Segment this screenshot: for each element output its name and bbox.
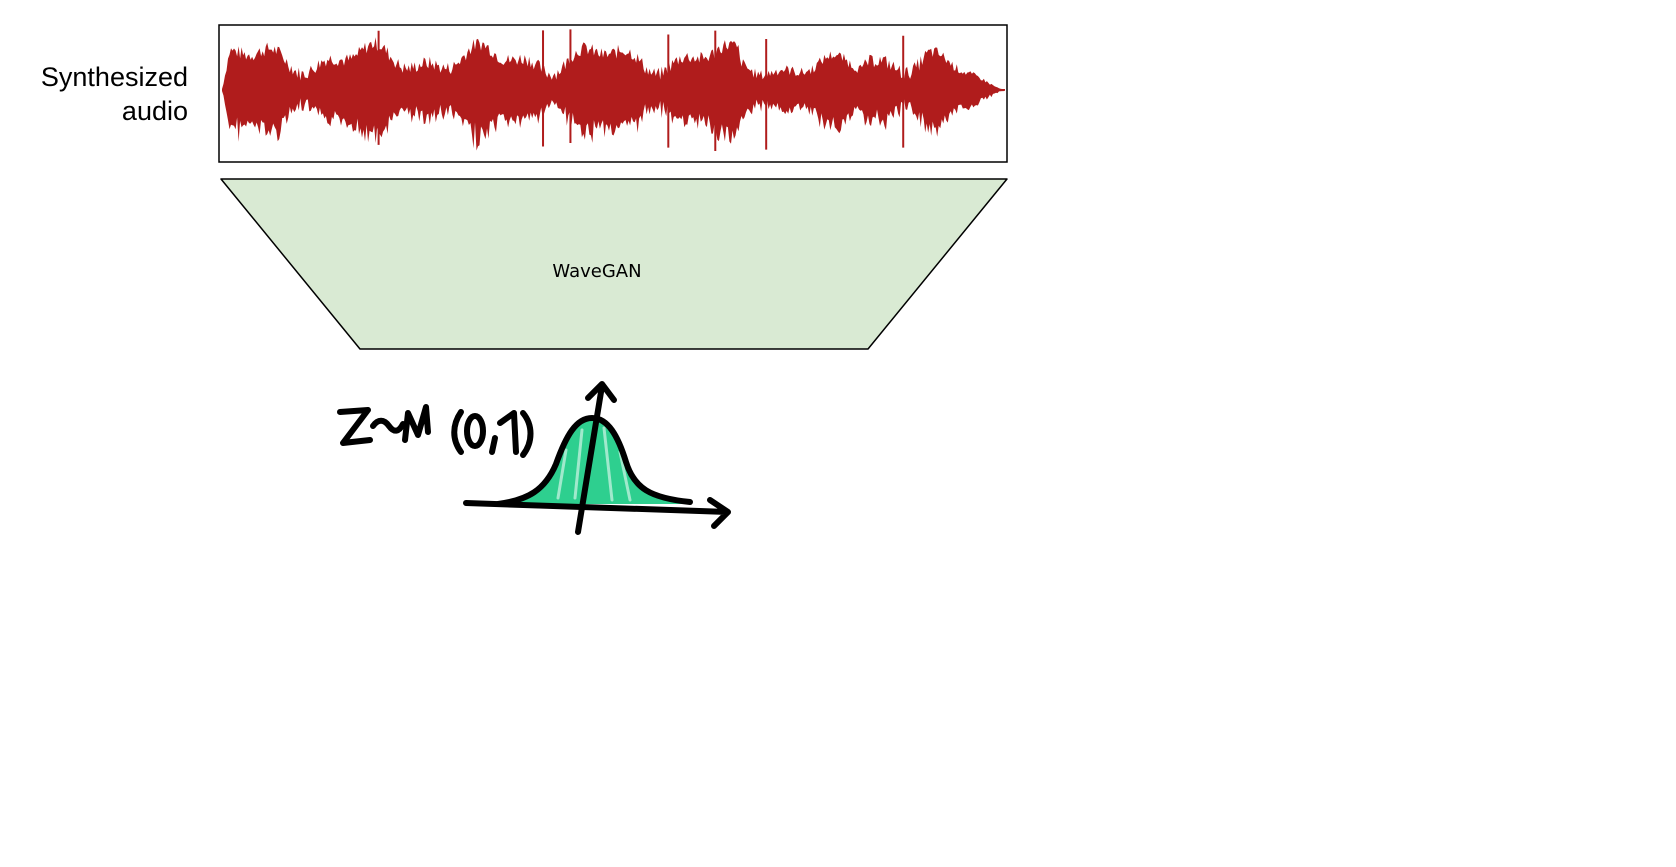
synthesized-audio-label: Synthesized audio bbox=[10, 60, 188, 128]
x-axis-arrow bbox=[463, 497, 731, 529]
bell-curve-hatching bbox=[556, 426, 632, 502]
generator-trapezoid bbox=[220, 178, 1008, 350]
handwritten-tilde bbox=[370, 417, 406, 434]
audio-label-line2: audio bbox=[121, 96, 188, 126]
waveform-panel bbox=[218, 24, 1008, 163]
wavegan-label: WaveGAN bbox=[552, 261, 641, 282]
handwritten-z bbox=[337, 407, 373, 446]
latent-distribution-sketch bbox=[337, 381, 731, 535]
y-axis-arrow bbox=[575, 381, 617, 535]
handwritten-n bbox=[402, 404, 431, 443]
handwritten-one bbox=[497, 410, 519, 455]
handwritten-open-paren bbox=[451, 409, 464, 455]
audio-waveform bbox=[222, 37, 1005, 151]
wavegan-generator: WaveGAN bbox=[220, 178, 1008, 350]
bell-curve-outline bbox=[495, 415, 693, 507]
handwritten-zero bbox=[464, 413, 486, 449]
audio-label-line1: Synthesized bbox=[40, 62, 188, 92]
handwritten-close-paren bbox=[520, 410, 534, 458]
audio-waveform-spikes bbox=[377, 29, 905, 152]
handwritten-comma bbox=[489, 435, 498, 455]
